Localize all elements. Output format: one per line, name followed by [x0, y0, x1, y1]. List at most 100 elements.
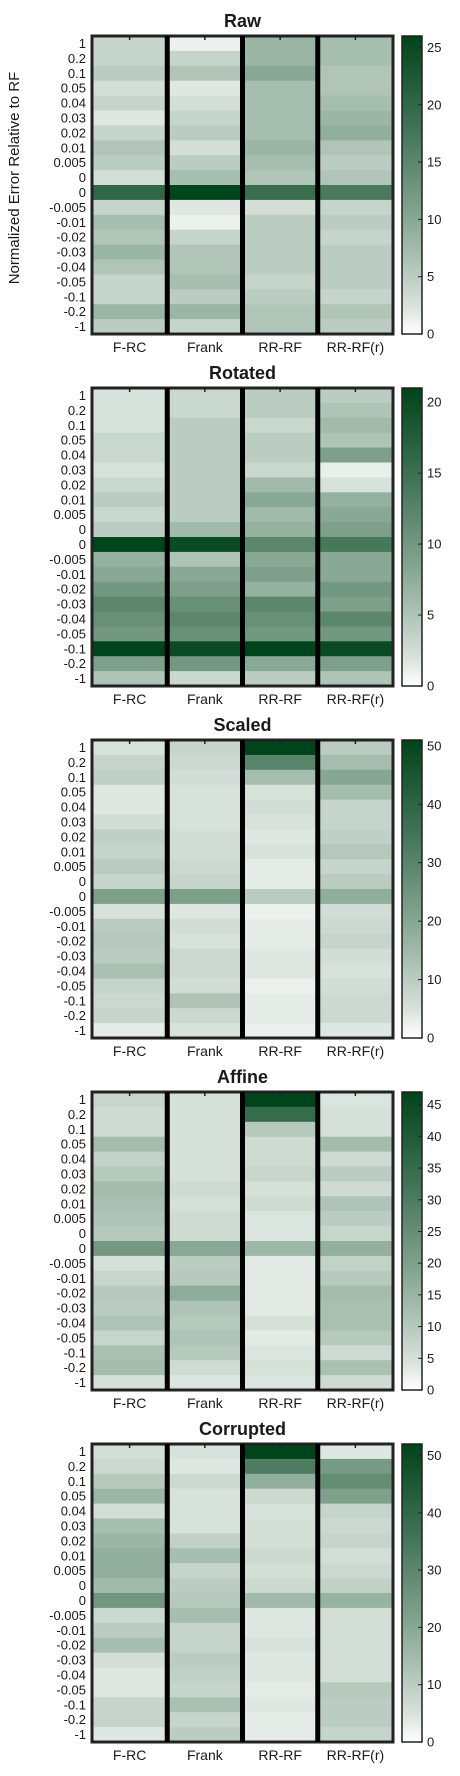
heatmap-cell [92, 1548, 168, 1564]
heatmap-cell [167, 1607, 244, 1624]
heatmap-cell [242, 918, 319, 935]
y-tick-label: 0.02 [61, 1533, 86, 1548]
heatmap-cell [92, 754, 168, 771]
heatmap-cell [317, 417, 394, 434]
heatmap-cell [242, 319, 319, 335]
heatmap-cell [92, 125, 168, 141]
y-tick-label: -0.05 [56, 1330, 86, 1345]
colorbar-tick-label: 20 [427, 914, 441, 929]
heatmap-cell [167, 1652, 244, 1669]
heatmap-cell [317, 274, 394, 290]
heatmap-cell [242, 1211, 319, 1227]
x-tick-label: Frank [187, 691, 224, 707]
heatmap-cell [167, 259, 244, 275]
heatmap-cell [167, 993, 244, 1009]
y-tick-label: -0.2 [64, 656, 86, 671]
heatmap-cell [242, 1637, 319, 1654]
heatmap-cell [242, 740, 319, 756]
x-tick-label: RR-RF [258, 1043, 302, 1059]
heatmap-cell [242, 874, 319, 890]
heatmap-cell [167, 769, 244, 786]
heatmap-cell [242, 551, 319, 568]
heatmap-cell [317, 1682, 394, 1698]
heatmap-cell [317, 244, 394, 261]
y-tick-label: 0.02 [61, 1181, 86, 1196]
heatmap-cell [317, 229, 394, 246]
heatmap-cell [167, 581, 244, 598]
y-tick-label: -0.05 [56, 978, 86, 993]
x-tick-label: RR-RF [258, 339, 302, 355]
heatmap-cell [317, 1533, 394, 1549]
heatmap-cell [167, 319, 244, 335]
heatmap-cell [167, 125, 244, 141]
heatmap-cell [242, 185, 319, 201]
heatmap-cell [317, 537, 394, 553]
heatmap-cell [242, 289, 319, 305]
heatmap-cell [167, 1548, 244, 1564]
heatmap-cell [317, 1270, 394, 1287]
heatmap-cell [92, 417, 168, 434]
heatmap-cell [242, 948, 319, 965]
y-tick-label: 0 [79, 1241, 86, 1256]
heatmap-cell [242, 1444, 319, 1460]
heatmap-cell [242, 1241, 319, 1257]
heatmap-cell [92, 1345, 168, 1361]
heatmap-cell [317, 874, 394, 890]
heatmap-cell [242, 477, 319, 493]
heatmap-cell [167, 671, 244, 687]
colorbar-tick-label: 0 [427, 1735, 434, 1750]
y-tick-label: 0.01 [61, 1548, 86, 1563]
heatmap-cell [167, 611, 244, 627]
colorbar [401, 739, 423, 1039]
colorbar-tick-label: 15 [427, 466, 441, 481]
y-tick-label: 0.005 [53, 1211, 86, 1226]
heatmap-cell [317, 596, 394, 613]
heatmap-cell [92, 537, 168, 553]
heatmap-cell [167, 641, 244, 657]
heatmap-cell [317, 978, 394, 994]
heatmap-cell [317, 1637, 394, 1654]
heatmap-cell [167, 214, 244, 231]
heatmap-cell [92, 388, 168, 404]
colorbar-tick-label: 25 [427, 1224, 441, 1239]
colorbar-tick-label: 40 [427, 797, 441, 812]
heatmap-cell [317, 1712, 394, 1728]
heatmap-cell [92, 844, 168, 860]
heatmap-cell [92, 1652, 168, 1669]
heatmap-cell [92, 1196, 168, 1212]
y-tick-label: -0.1 [64, 1345, 86, 1360]
colorbar-tick-label: 40 [427, 1505, 441, 1520]
heatmap-cell [167, 1106, 244, 1123]
heatmap-cell [167, 903, 244, 920]
heatmap-cell [92, 1682, 168, 1698]
heatmap-cell [242, 859, 319, 875]
heatmap-cell [242, 65, 319, 82]
panel-affine: Affine10.20.10.050.040.030.020.010.00500… [49, 1067, 441, 1411]
heatmap-cell [167, 1285, 244, 1302]
heatmap-cell [92, 402, 168, 419]
heatmap-cell [167, 244, 244, 261]
heatmap-cell [92, 155, 168, 171]
heatmap-cell [317, 948, 394, 965]
heatmap-cell [92, 477, 168, 493]
x-tick-label: Frank [187, 1395, 224, 1411]
heatmap-cell [92, 1166, 168, 1182]
heatmap-cell [92, 1226, 168, 1242]
heatmap-cell [317, 432, 394, 449]
heatmap-cell [242, 1092, 319, 1108]
heatmap-cell [242, 110, 319, 126]
heatmap-cell [242, 1607, 319, 1624]
heatmap-cell [167, 1181, 244, 1197]
y-tick-label: 0.2 [68, 51, 86, 66]
colorbar-tick-label: 30 [427, 855, 441, 870]
heatmap-cell [167, 740, 244, 756]
heatmap-cell [317, 1622, 394, 1639]
heatmap-cell [92, 522, 168, 538]
heatmap-cell [242, 1345, 319, 1361]
heatmap-cell [167, 140, 244, 156]
heatmap-cell [317, 1548, 394, 1564]
heatmap-cell [242, 1518, 319, 1534]
heatmap-cell [92, 1330, 168, 1346]
heatmap-cell [242, 492, 319, 508]
heatmap-cell [92, 229, 168, 246]
